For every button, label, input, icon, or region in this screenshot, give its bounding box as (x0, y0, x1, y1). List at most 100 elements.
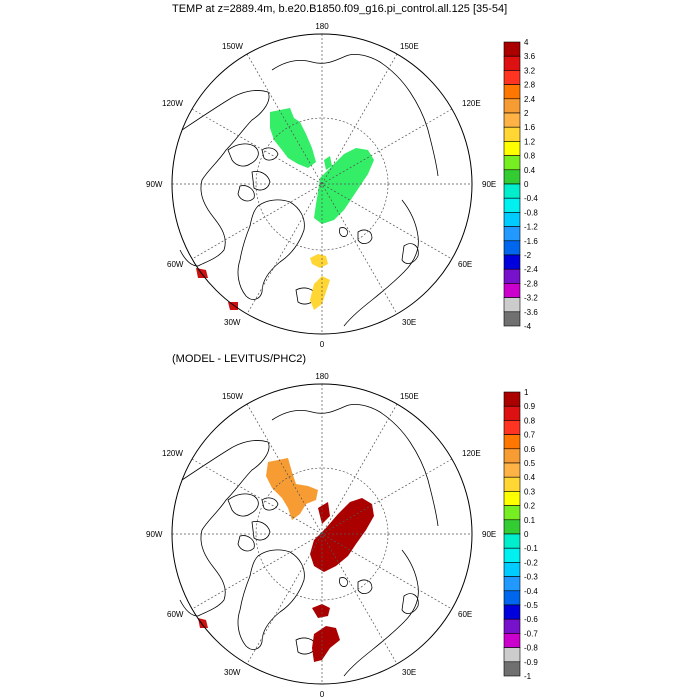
bottom-colorbar: 1 0.9 0.8 0.7 0.6 0.5 0.4 0.3 0.2 0.1 0 -0.1 -0.2 -0.… (503, 388, 538, 681)
bottom-colorbar-box (503, 562, 521, 577)
top-colorbar-label: 1.6 (524, 123, 536, 132)
top-colorbar-label: 3.6 (524, 52, 536, 61)
bottom-colorbar-label: -0.7 (524, 629, 538, 638)
bottom-colorbar-box (503, 505, 521, 521)
coast-svalbard (339, 227, 373, 244)
bottom-longitude-labels: 180 150E 120E 90E 60E 30E 0 30W 60W 90W … (146, 372, 496, 699)
coast-siberia (271, 404, 439, 527)
bottom-colorbar-box (503, 391, 521, 407)
bottom-lon-label-90w: 90W (146, 530, 163, 539)
top-colorbar: 4 3.6 3.2 2.8 2.4 2 1.6 1.2 0.8 0.4 0 -0.4 -0.8 -1.2 -… (503, 38, 538, 331)
coast-arctic-archipelago (227, 143, 279, 202)
top-colorbar-label: 2.8 (524, 81, 536, 90)
bottom-lon-label-0: 0 (320, 690, 325, 699)
bottom-lon-label-60e: 60E (458, 610, 472, 619)
top-colorbar-box (503, 155, 521, 171)
bottom-lon-label-180: 180 (315, 372, 329, 381)
bottom-colorbar-label: -0.6 (524, 615, 538, 624)
top-lon-label-30e: 30E (402, 318, 416, 327)
bottom-map-boundary (171, 383, 473, 685)
top-lon-label-120w: 120W (162, 99, 183, 108)
top-colorbar-box (503, 226, 521, 242)
bottom-colorbar-label: 0.2 (524, 502, 536, 511)
top-colorbar-box (503, 212, 521, 227)
coast-siberia (271, 54, 439, 177)
top-patch-north-atlantic (228, 302, 238, 310)
top-colorbar-label: 2 (524, 109, 529, 118)
bottom-colorbar-box (503, 647, 521, 663)
bottom-colorbar-label: -0.3 (524, 573, 538, 582)
top-colorbar-box (503, 311, 521, 327)
bottom-colorbar-label: -1 (524, 672, 532, 681)
top-colorbar-label: 0 (524, 180, 529, 189)
top-lon-label-180: 180 (315, 22, 329, 31)
top-colorbar-box (503, 197, 521, 213)
bottom-colorbar-label: 0.6 (524, 445, 536, 454)
top-colorbar-label: -1.6 (524, 237, 538, 246)
bottom-colorbar-box (503, 519, 521, 535)
bottom-lon-label-90e: 90E (482, 530, 496, 539)
bottom-panel-title: (MODEL - LEVITUS/PHC2) (172, 353, 306, 365)
bottom-colorbar-label: 0.3 (524, 487, 536, 496)
bottom-colorbar-label: 0.8 (524, 416, 536, 425)
coast-svalbard (339, 577, 373, 594)
bottom-colorbar-box (503, 533, 521, 549)
top-panel: TEMP at z=2889.4m, b.e20.B1850.f09_g16.p… (146, 3, 538, 349)
top-colorbar-box (503, 126, 521, 142)
top-colorbar-box (503, 240, 521, 256)
bottom-panel: (MODEL - LEVITUS/PHC2) (146, 353, 538, 699)
top-colorbar-box (503, 169, 521, 185)
bottom-colorbar-box (503, 547, 521, 563)
top-colorbar-box (503, 70, 521, 85)
bottom-polar-map (171, 383, 473, 685)
top-colorbar-label: 4 (524, 38, 529, 47)
bottom-colorbar-label: -0.2 (524, 558, 538, 567)
top-patch-fram-strait (310, 254, 328, 268)
top-lon-label-150e: 150E (400, 42, 419, 51)
bottom-colorbar-label: -0.9 (524, 658, 538, 667)
top-panel-title: TEMP at z=2889.4m, b.e20.B1850.f09_g16.p… (172, 3, 507, 15)
top-colorbar-label: -0.4 (524, 194, 538, 203)
bottom-patch-labrador-sea (198, 618, 208, 628)
bottom-colorbar-box (503, 590, 521, 606)
bottom-colorbar-box (503, 434, 521, 450)
top-graticule (172, 34, 472, 334)
coast-scandinavia (343, 549, 419, 677)
top-colorbar-label: -2.4 (524, 265, 538, 274)
bottom-colorbar-box (503, 576, 521, 592)
coast-north-america (179, 90, 270, 267)
top-colorbar-label: -4 (524, 322, 532, 331)
bottom-lon-label-30e: 30E (402, 668, 416, 677)
bottom-lon-label-150w: 150W (222, 392, 243, 401)
top-colorbar-label: -1.2 (524, 223, 538, 232)
top-lon-label-30w: 30W (224, 318, 241, 327)
top-colorbar-box (503, 41, 521, 57)
bottom-colorbar-box (503, 462, 521, 478)
top-colorbar-box (503, 283, 521, 298)
bottom-colorbar-box (503, 491, 521, 506)
top-lon-label-90w: 90W (146, 180, 163, 189)
top-colorbar-box (503, 254, 521, 270)
coast-greenland (237, 199, 305, 300)
top-colorbar-label: 0.4 (524, 166, 536, 175)
bottom-lon-label-60w: 60W (167, 610, 184, 619)
bottom-lon-label-30w: 30W (224, 668, 241, 677)
top-patch-greenland-sea (310, 276, 330, 310)
top-colorbar-label: -3.2 (524, 294, 538, 303)
top-colorbar-box (503, 141, 521, 156)
bottom-graticule (172, 384, 472, 684)
top-colorbar-label: -3.6 (524, 308, 538, 317)
top-lon-label-0: 0 (320, 340, 325, 349)
top-colorbar-label: 0.8 (524, 152, 536, 161)
bottom-colorbar-label: -0.5 (524, 601, 538, 610)
bottom-colorbar-label: -0.8 (524, 644, 538, 653)
bottom-patch-greenland-sea (312, 626, 340, 662)
bottom-lon-label-150e: 150E (400, 392, 419, 401)
bottom-colorbar-label: -0.1 (524, 544, 538, 553)
top-lon-label-120e: 120E (462, 99, 481, 108)
top-patch-canada-basin (270, 108, 316, 168)
top-colorbar-box (503, 84, 521, 100)
bottom-colorbar-label: -0.4 (524, 587, 538, 596)
top-lon-label-150w: 150W (222, 42, 243, 51)
top-colorbar-label: -2.8 (524, 279, 538, 288)
